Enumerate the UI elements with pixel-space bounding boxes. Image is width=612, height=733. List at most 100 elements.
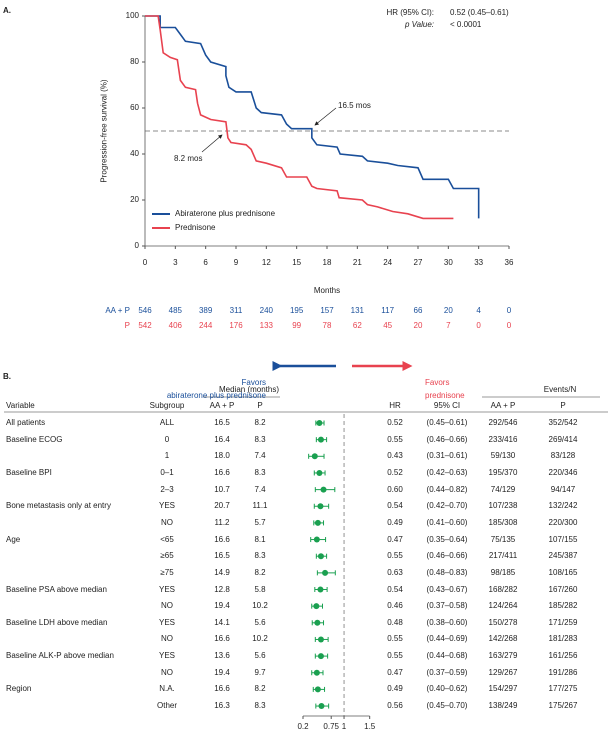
p-label: p Value: xyxy=(404,20,434,29)
row-ci: (0.41–0.60) xyxy=(426,517,468,527)
row-hr: 0.43 xyxy=(387,451,403,461)
row-median-p: 11.1 xyxy=(252,501,268,511)
x-tick-label: 27 xyxy=(413,258,423,267)
row-median-p: 7.4 xyxy=(254,451,266,461)
row-subgroup: NO xyxy=(161,667,173,677)
row-median-aap: 19.4 xyxy=(214,601,230,611)
at-risk-value: 157 xyxy=(320,306,334,315)
row-hr: 0.52 xyxy=(387,467,403,477)
row-hr: 0.47 xyxy=(387,667,403,677)
hr-point xyxy=(317,503,324,510)
row-events-aap: 124/264 xyxy=(488,601,518,611)
km-curve-aap xyxy=(145,15,480,219)
row-hr: 0.52 xyxy=(387,418,403,427)
annotation-p-median: 8.2 mos xyxy=(174,154,203,163)
row-median-aap: 16.3 xyxy=(214,701,230,711)
row-ci: (0.45–0.61) xyxy=(426,418,468,427)
x-tick-label: 36 xyxy=(504,258,514,267)
row-hr: 0.55 xyxy=(387,634,403,644)
row-median-p: 5.6 xyxy=(254,617,266,627)
row-events-p: 83/128 xyxy=(550,451,576,461)
at-risk-value: 131 xyxy=(350,306,365,315)
row-median-aap: 16.4 xyxy=(214,434,230,444)
row-subgroup: 0 xyxy=(164,434,170,444)
row-median-p: 8.3 xyxy=(254,467,266,477)
favors-right-1: Favors xyxy=(425,378,450,387)
row-subgroup: YES xyxy=(158,617,176,627)
row-median-aap: 18.0 xyxy=(214,451,230,461)
row-median-p: 10.2 xyxy=(252,601,268,611)
row-events-aap: 98/185 xyxy=(490,567,516,577)
row-median-p: 8.3 xyxy=(254,434,266,444)
row-hr: 0.49 xyxy=(387,684,403,694)
row-variable: Age xyxy=(6,534,21,544)
row-events-p: 245/387 xyxy=(548,551,578,561)
arrow-p-median xyxy=(201,134,223,153)
row-events-p: 185/282 xyxy=(548,601,578,611)
at-risk-value: 20 xyxy=(443,306,453,315)
row-events-aap: 292/546 xyxy=(488,418,518,427)
row-median-aap: 16.5 xyxy=(214,551,230,561)
row-subgroup: ALL xyxy=(159,418,175,427)
row-events-aap: 129/267 xyxy=(488,667,518,677)
row-median-p: 8.1 xyxy=(254,534,266,544)
at-risk-value: 240 xyxy=(259,306,274,315)
row-ci: (0.48–0.83) xyxy=(426,567,468,577)
row-hr: 0.46 xyxy=(387,601,403,611)
row-median-aap: 10.7 xyxy=(214,484,230,494)
row-median-p: 8.2 xyxy=(254,418,266,427)
hr-point xyxy=(313,536,320,543)
row-hr: 0.47 xyxy=(387,534,403,544)
row-events-p: 177/275 xyxy=(548,684,578,694)
hr-point xyxy=(314,619,321,626)
hr-point xyxy=(314,686,321,693)
row-variable: All patients xyxy=(6,418,46,427)
at-risk-value: 4 xyxy=(476,306,481,315)
row-median-aap: 14.9 xyxy=(214,567,230,577)
row-ci: (0.37–0.58) xyxy=(426,601,468,611)
hr-point xyxy=(316,420,323,426)
at-risk-value: 195 xyxy=(289,306,304,315)
row-ci: (0.46–0.66) xyxy=(426,434,468,444)
row-median-aap: 16.6 xyxy=(214,467,230,477)
row-median-p: 10.2 xyxy=(252,634,268,644)
at-risk-value: 0 xyxy=(506,306,512,315)
row-events-aap: 185/308 xyxy=(488,517,518,527)
row-subgroup: YES xyxy=(158,501,176,511)
row-events-aap: 74/129 xyxy=(490,484,516,494)
row-ci: (0.44–0.69) xyxy=(426,634,468,644)
row-ci: (0.38–0.60) xyxy=(426,617,468,627)
row-ci: (0.35–0.64) xyxy=(426,534,468,544)
at-risk-label: P xyxy=(124,321,130,330)
hr-point xyxy=(322,569,329,576)
col-ci: 95% CI xyxy=(433,401,461,410)
row-ci: (0.40–0.62) xyxy=(426,684,468,694)
row-median-p: 5.6 xyxy=(254,651,266,661)
row-median-aap: 16.6 xyxy=(214,684,230,694)
at-risk-value: 0 xyxy=(506,321,512,330)
y-tick-label: 40 xyxy=(130,149,139,158)
row-median-p: 7.4 xyxy=(254,484,266,494)
hr-point xyxy=(313,603,320,610)
row-subgroup: 2–3 xyxy=(160,484,174,494)
hr-point xyxy=(318,703,325,710)
row-variable: Baseline PSA above median xyxy=(6,584,107,594)
row-events-p: 191/286 xyxy=(548,667,578,677)
row-ci: (0.42–0.70) xyxy=(426,501,468,511)
p-value: < 0.0001 xyxy=(450,20,482,29)
x-tick-label: 30 xyxy=(443,258,453,267)
row-median-aap: 13.6 xyxy=(214,651,230,661)
hr-point xyxy=(311,453,318,460)
at-risk-label: AA + P xyxy=(105,306,130,315)
row-events-aap: 163/279 xyxy=(488,651,518,661)
row-events-p: 171/259 xyxy=(548,617,578,627)
row-median-aap: 16.5 xyxy=(214,418,230,427)
at-risk-value: 542 xyxy=(138,321,152,330)
row-events-p: 132/242 xyxy=(548,501,578,511)
row-median-aap: 19.4 xyxy=(214,667,230,677)
at-risk-value: 389 xyxy=(198,306,213,315)
panel-b-label: B. xyxy=(3,372,11,381)
x-tick-label: 9 xyxy=(233,258,239,267)
arrow-aap-median xyxy=(314,107,337,126)
